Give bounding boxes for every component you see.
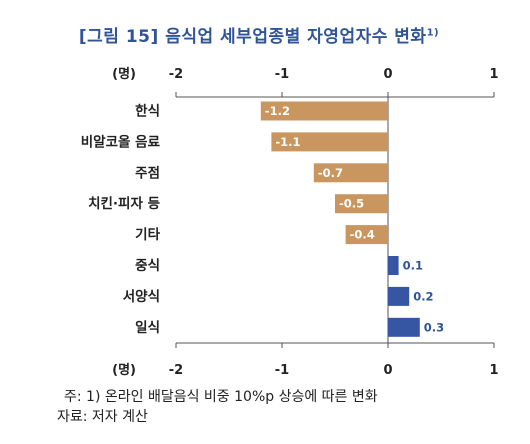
unit-label-top: (명): [112, 66, 136, 82]
category-label: 기타: [135, 227, 160, 243]
category-label: 치킨·피자 등: [88, 195, 160, 212]
x-tick-label-top: -2: [169, 67, 183, 82]
x-tick-label-bottom: 1: [489, 363, 498, 378]
x-tick-label-bottom: -2: [169, 363, 183, 378]
data-label: -1.2: [265, 104, 290, 118]
category-label: 일식: [135, 320, 160, 336]
bar: [388, 317, 420, 337]
chart-title: [그림 15] 음식업 세부업종별 자영업자수 변화1): [78, 27, 440, 47]
category-label: 한식: [135, 104, 160, 120]
data-label: -0.7: [318, 166, 343, 180]
chart-footnote: 주: 1) 온라인 배달음식 비중 10%p 상승에 따른 변화: [64, 389, 378, 405]
category-label: 서양식: [123, 289, 160, 305]
category-label: 비알코올 음료: [81, 133, 161, 150]
bar: [388, 256, 399, 275]
unit-label-bottom: (명): [112, 362, 136, 378]
category-label: 주점: [135, 164, 160, 181]
bar: [271, 132, 388, 152]
data-label: 0.1: [403, 259, 423, 273]
bar: [260, 101, 388, 121]
data-label: -0.4: [350, 228, 375, 242]
bar: [345, 225, 388, 245]
data-label: -0.5: [339, 197, 364, 211]
x-tick-label-top: 1: [489, 67, 498, 82]
bar: [335, 194, 388, 214]
category-label: 중식: [135, 258, 160, 274]
data-label: 0.3: [424, 320, 444, 334]
data-label: 0.2: [413, 289, 433, 303]
x-tick-label-bottom: -1: [275, 363, 289, 378]
bar: [313, 163, 388, 183]
x-tick-label-top: 0: [383, 67, 392, 82]
data-label: -1.1: [275, 135, 300, 149]
x-tick-label-top: -1: [275, 67, 289, 82]
chart-source: 자료: 저자 계산: [57, 409, 148, 425]
bar: [388, 286, 410, 306]
x-tick-label-bottom: 0: [383, 363, 392, 378]
